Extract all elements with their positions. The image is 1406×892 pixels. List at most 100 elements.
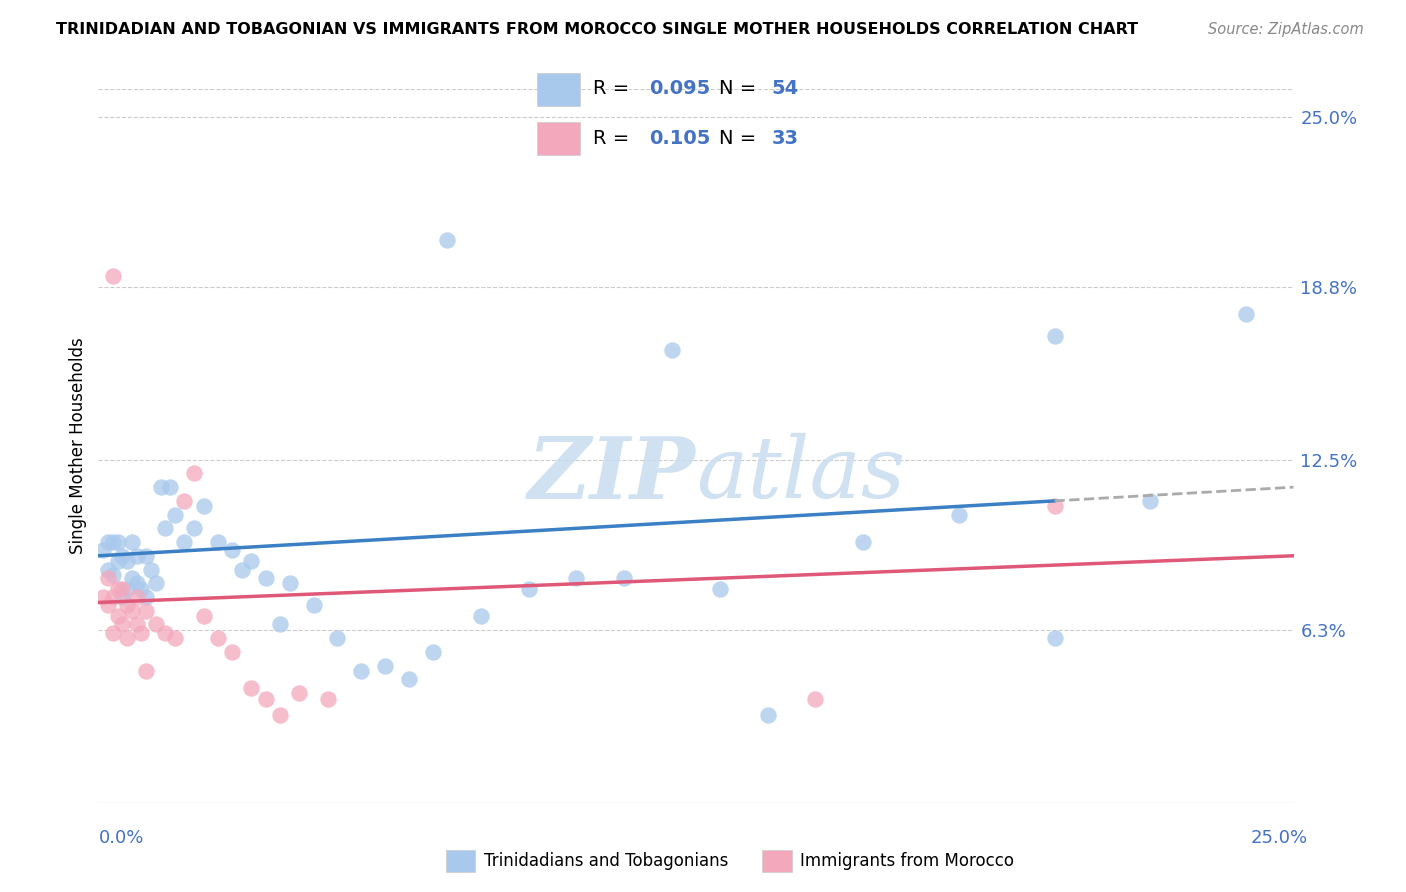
- Point: [125, 617, 148, 632]
- Text: R =: R =: [593, 79, 636, 98]
- Point: [107, 582, 129, 596]
- Text: Source: ZipAtlas.com: Source: ZipAtlas.com: [1208, 22, 1364, 37]
- Point: [852, 535, 875, 549]
- Text: 25.0%: 25.0%: [1250, 830, 1308, 847]
- Point: [350, 664, 373, 678]
- Point: [135, 590, 157, 604]
- Point: [613, 571, 636, 585]
- Point: [115, 598, 138, 612]
- Text: ZIP: ZIP: [529, 433, 696, 516]
- Point: [115, 631, 138, 645]
- Point: [173, 494, 195, 508]
- Point: [231, 562, 253, 576]
- Point: [115, 582, 138, 596]
- Point: [517, 582, 540, 596]
- Point: [207, 535, 229, 549]
- Point: [948, 508, 970, 522]
- Y-axis label: Single Mother Households: Single Mother Households: [69, 338, 87, 554]
- Point: [159, 480, 181, 494]
- Point: [91, 590, 114, 604]
- Point: [221, 543, 243, 558]
- Point: [316, 691, 339, 706]
- Point: [135, 549, 157, 563]
- Point: [436, 233, 458, 247]
- FancyBboxPatch shape: [446, 849, 475, 872]
- Text: 0.0%: 0.0%: [98, 830, 143, 847]
- Point: [101, 590, 124, 604]
- Point: [302, 598, 325, 612]
- Text: TRINIDADIAN AND TOBAGONIAN VS IMMIGRANTS FROM MOROCCO SINGLE MOTHER HOUSEHOLDS C: TRINIDADIAN AND TOBAGONIAN VS IMMIGRANTS…: [56, 22, 1139, 37]
- Point: [398, 673, 420, 687]
- Point: [804, 691, 827, 706]
- Point: [107, 535, 129, 549]
- Point: [131, 625, 153, 640]
- Point: [254, 691, 277, 706]
- Point: [269, 617, 291, 632]
- Point: [125, 590, 148, 604]
- Point: [125, 549, 148, 563]
- FancyBboxPatch shape: [537, 122, 581, 155]
- Point: [111, 617, 134, 632]
- Point: [326, 631, 349, 645]
- Point: [565, 571, 588, 585]
- Point: [149, 480, 172, 494]
- Point: [155, 521, 177, 535]
- Point: [97, 535, 120, 549]
- Point: [97, 562, 120, 576]
- Point: [1234, 307, 1257, 321]
- Point: [101, 268, 124, 283]
- Text: N =: N =: [718, 79, 762, 98]
- FancyBboxPatch shape: [762, 849, 792, 872]
- Text: atlas: atlas: [696, 434, 905, 516]
- FancyBboxPatch shape: [537, 73, 581, 105]
- Text: 0.095: 0.095: [650, 79, 711, 98]
- Text: R =: R =: [593, 128, 636, 148]
- Point: [470, 609, 492, 624]
- Point: [163, 631, 186, 645]
- Point: [131, 582, 153, 596]
- Point: [183, 521, 205, 535]
- Point: [1043, 329, 1066, 343]
- Point: [121, 604, 143, 618]
- Point: [221, 645, 243, 659]
- Point: [101, 568, 124, 582]
- Point: [240, 681, 263, 695]
- Point: [240, 554, 263, 568]
- Point: [115, 554, 138, 568]
- Point: [125, 576, 148, 591]
- Point: [207, 631, 229, 645]
- Point: [254, 571, 277, 585]
- Point: [163, 508, 186, 522]
- Point: [288, 686, 311, 700]
- Text: 0.105: 0.105: [650, 128, 711, 148]
- Point: [111, 590, 134, 604]
- Point: [111, 549, 134, 563]
- Point: [91, 543, 114, 558]
- Point: [709, 582, 731, 596]
- Point: [139, 562, 162, 576]
- Point: [111, 582, 134, 596]
- Point: [135, 664, 157, 678]
- Point: [107, 609, 129, 624]
- Text: Trinidadians and Tobagonians: Trinidadians and Tobagonians: [484, 852, 728, 870]
- Text: 54: 54: [772, 79, 799, 98]
- Point: [97, 598, 120, 612]
- Point: [145, 617, 167, 632]
- Point: [135, 604, 157, 618]
- Point: [193, 500, 215, 514]
- Point: [155, 625, 177, 640]
- Text: N =: N =: [718, 128, 762, 148]
- Point: [101, 535, 124, 549]
- Point: [1043, 631, 1066, 645]
- Point: [145, 576, 167, 591]
- Point: [107, 554, 129, 568]
- Text: 33: 33: [772, 128, 799, 148]
- Text: Immigrants from Morocco: Immigrants from Morocco: [800, 852, 1014, 870]
- Point: [278, 576, 301, 591]
- Point: [374, 658, 396, 673]
- Point: [1139, 494, 1161, 508]
- Point: [173, 535, 195, 549]
- Point: [422, 645, 444, 659]
- Point: [121, 571, 143, 585]
- Point: [661, 343, 683, 357]
